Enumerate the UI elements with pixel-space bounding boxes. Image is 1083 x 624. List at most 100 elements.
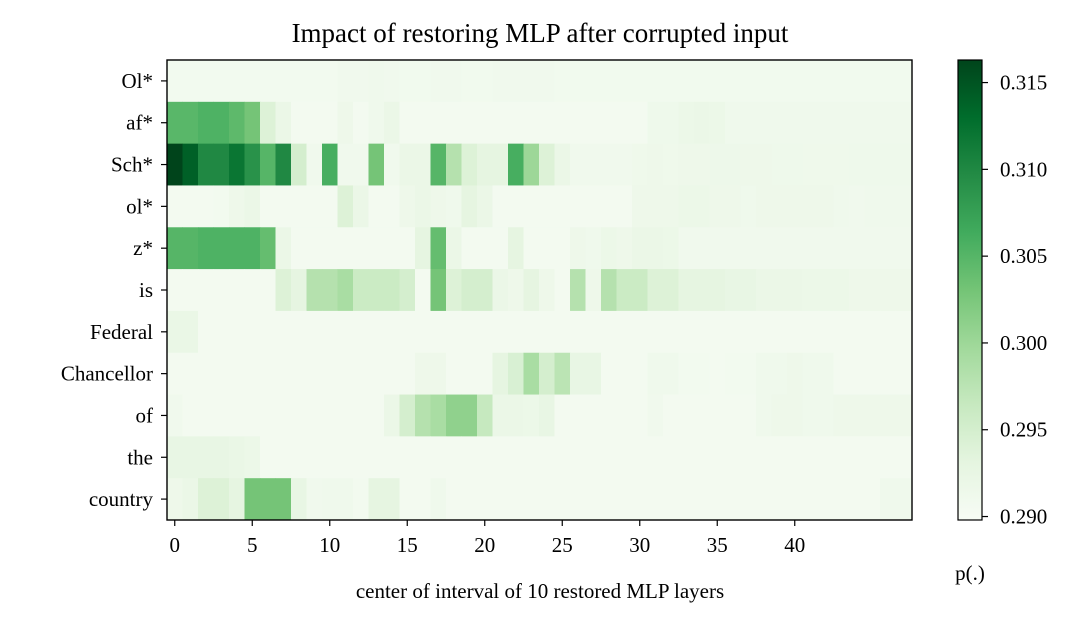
heatmap-cell (895, 185, 912, 228)
heatmap-cell (167, 352, 183, 395)
heatmap-cell (353, 185, 369, 228)
heatmap-cell (740, 394, 757, 437)
heatmap-cell (508, 394, 524, 437)
heatmap-cell (198, 269, 214, 312)
heatmap-cell (260, 394, 276, 437)
heatmap-cell (167, 60, 183, 103)
heatmap-cell (585, 185, 602, 228)
heatmap-cell (678, 352, 695, 395)
heatmap-cell (260, 227, 276, 270)
heatmap-cell (539, 227, 555, 270)
heatmap-cell (229, 310, 245, 354)
heatmap-cell (756, 436, 772, 479)
colorbar-tick-label: 0.300 (1000, 331, 1047, 355)
heatmap-cell (864, 101, 881, 145)
heatmap-cell (663, 143, 679, 186)
heatmap-cell (601, 478, 617, 521)
heatmap-cell (694, 394, 710, 437)
heatmap-cell (771, 352, 788, 395)
heatmap-cell (632, 185, 648, 228)
heatmap-cell (415, 143, 431, 186)
heatmap-cell (647, 436, 664, 479)
heatmap-cell (771, 436, 788, 479)
heatmap-cell (818, 101, 834, 145)
heatmap-cell (213, 394, 230, 437)
heatmap-cell (647, 60, 664, 103)
heatmap-cell (709, 101, 726, 145)
heatmap-cell (461, 352, 478, 395)
heatmap-cell (353, 310, 369, 354)
heatmap-cell (539, 143, 555, 186)
heatmap-cell (167, 436, 183, 479)
heatmap-cell (880, 60, 896, 103)
heatmap-cell (167, 310, 183, 354)
heatmap-cell (182, 101, 199, 145)
heatmap-cell (508, 60, 524, 103)
heatmap-cell (880, 185, 896, 228)
heatmap-cell (632, 227, 648, 270)
heatmap-cell (337, 101, 354, 145)
heatmap-cell (368, 310, 385, 354)
x-axis-ticks: 0 5 10 15 20 25 30 35 40 (170, 520, 805, 557)
heatmap-cell (818, 310, 834, 354)
heatmap-cell (492, 101, 509, 145)
heatmap-cell (802, 143, 819, 186)
heatmap-cell (182, 478, 199, 521)
heatmap-cell (632, 436, 648, 479)
heatmap-cell (864, 478, 881, 521)
heatmap-cell (384, 143, 400, 186)
heatmap-cell (399, 227, 416, 270)
heatmap-cell (756, 310, 772, 354)
heatmap-cell (213, 310, 230, 354)
heatmap-cell (353, 143, 369, 186)
heatmap-cell (709, 436, 726, 479)
x-tick-label: 40 (784, 533, 805, 557)
heatmap-cell (771, 269, 788, 312)
heatmap-cell (554, 143, 571, 186)
x-tick-label: 20 (474, 533, 495, 557)
heatmap-cell (833, 143, 850, 186)
heatmap-cell (415, 185, 431, 228)
x-tick-label: 35 (707, 533, 728, 557)
heatmap-cell (725, 101, 741, 145)
heatmap-cell (880, 269, 896, 312)
heatmap-cell (539, 310, 555, 354)
heatmap-cell (725, 352, 741, 395)
heatmap-cell (368, 227, 385, 270)
heatmap-cell (632, 394, 648, 437)
heatmap-cell (275, 227, 292, 270)
heatmap-cell (802, 60, 819, 103)
heatmap-cell (539, 269, 555, 312)
heatmap-cell (275, 101, 292, 145)
heatmap-cell (539, 352, 555, 395)
heatmap-cell (523, 227, 540, 270)
heatmap-cell (585, 227, 602, 270)
heatmap-cell (291, 394, 307, 437)
heatmap-cell (291, 352, 307, 395)
heatmap-cell (554, 227, 571, 270)
heatmap-cell (694, 478, 710, 521)
heatmap-cell (818, 436, 834, 479)
heatmap-cell (864, 352, 881, 395)
heatmap-cell (787, 143, 803, 186)
heatmap-cell (647, 269, 664, 312)
heatmap-cell (260, 185, 276, 228)
x-tick-label: 30 (629, 533, 650, 557)
heatmap-cell (663, 185, 679, 228)
heatmap-cell (725, 60, 741, 103)
heatmap-cell (601, 143, 617, 186)
heatmap-cell (895, 143, 912, 186)
heatmap-cell (508, 101, 524, 145)
heatmap-cell (306, 101, 323, 145)
heatmap-cell (678, 269, 695, 312)
heatmap-cell (461, 436, 478, 479)
heatmap-cell (446, 185, 462, 228)
heatmap-cell (430, 269, 447, 312)
colorbar (957, 59, 983, 521)
heatmap-cell (368, 352, 385, 395)
row-label: country (89, 487, 154, 511)
heatmap-cell (709, 269, 726, 312)
heatmap-cell (554, 185, 571, 228)
heatmap-cell (647, 227, 664, 270)
heatmap-cell (740, 143, 757, 186)
